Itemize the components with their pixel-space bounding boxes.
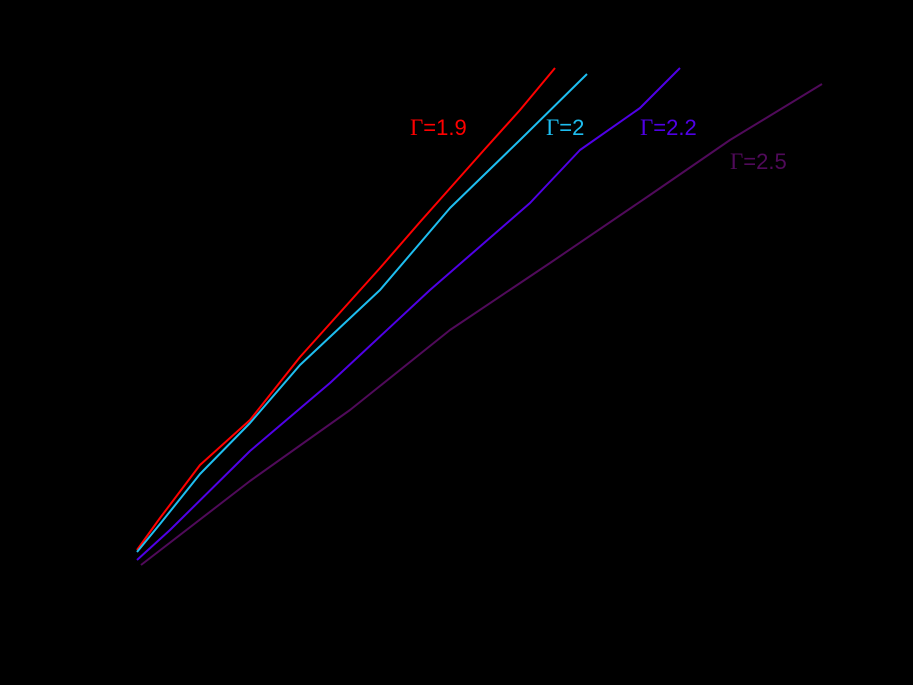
gamma-symbol: Γ bbox=[410, 115, 424, 140]
series-line-0 bbox=[136, 67, 556, 551]
label-value: =2 bbox=[559, 115, 585, 140]
series-label-gamma-2: Γ=2 bbox=[546, 116, 584, 139]
series-label-gamma-2-5: Γ=2.5 bbox=[730, 150, 787, 173]
label-value: =1.9 bbox=[423, 115, 467, 140]
series-label-gamma-1-9: Γ=1.9 bbox=[410, 116, 467, 139]
gamma-symbol: Γ bbox=[640, 115, 654, 140]
label-value: =2.2 bbox=[653, 115, 697, 140]
series-label-gamma-2-2: Γ=2.2 bbox=[640, 116, 697, 139]
label-value: =2.5 bbox=[743, 149, 787, 174]
series-line-3 bbox=[140, 83, 823, 566]
series-layer bbox=[136, 67, 823, 566]
gamma-symbol: Γ bbox=[730, 149, 744, 174]
gamma-symbol: Γ bbox=[546, 115, 560, 140]
series-line-1 bbox=[136, 73, 588, 553]
series-line-2 bbox=[136, 67, 681, 561]
